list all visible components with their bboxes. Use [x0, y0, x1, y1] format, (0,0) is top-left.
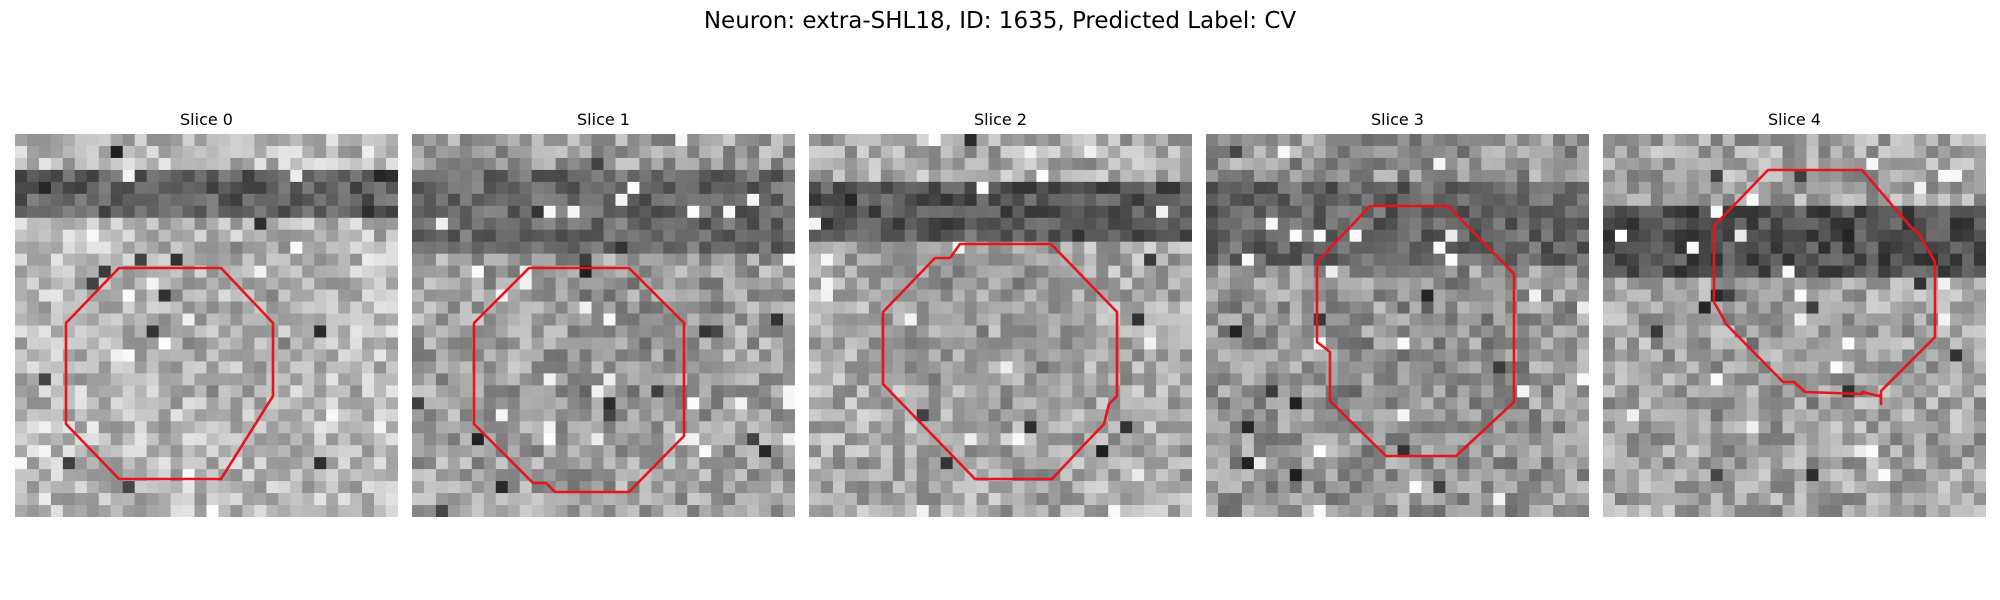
- grayscale-micrograph: [809, 134, 1192, 517]
- slice-image-3: [1206, 134, 1589, 517]
- grayscale-micrograph: [1603, 134, 1986, 517]
- panel-title-2: Slice 2: [974, 110, 1027, 129]
- figure-title: Neuron: extra-SHL18, ID: 1635, Predicted…: [703, 8, 1297, 34]
- slice-image-1: [412, 134, 795, 517]
- segmentation-contour: [1315, 204, 1516, 458]
- slice-image-4: [1603, 134, 1986, 517]
- panel-title-3: Slice 3: [1371, 110, 1424, 129]
- panel-title-4: Slice 4: [1768, 110, 1821, 129]
- panel-title-1: Slice 1: [577, 110, 630, 129]
- slice-image-0: [15, 134, 398, 517]
- segmentation-contour: [881, 242, 1119, 481]
- panel-title-0: Slice 0: [180, 110, 233, 129]
- segmentation-contour: [472, 266, 686, 494]
- grayscale-micrograph: [412, 134, 795, 517]
- grayscale-micrograph: [15, 134, 398, 517]
- slice-image-2: [809, 134, 1192, 517]
- segmentation-contour: [64, 266, 275, 481]
- segmentation-contour: [1712, 168, 1937, 406]
- grayscale-micrograph: [1206, 134, 1589, 517]
